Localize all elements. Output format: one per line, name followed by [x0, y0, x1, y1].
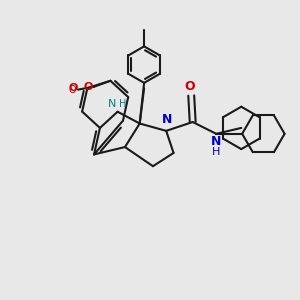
Text: H: H	[119, 99, 127, 109]
Text: N: N	[108, 99, 116, 109]
Text: O: O	[184, 80, 195, 93]
Text: O: O	[69, 83, 78, 93]
Text: N: N	[211, 135, 221, 148]
Text: H: H	[212, 147, 220, 157]
Text: O: O	[83, 82, 93, 92]
Text: N: N	[162, 112, 172, 126]
Text: O: O	[69, 85, 76, 94]
